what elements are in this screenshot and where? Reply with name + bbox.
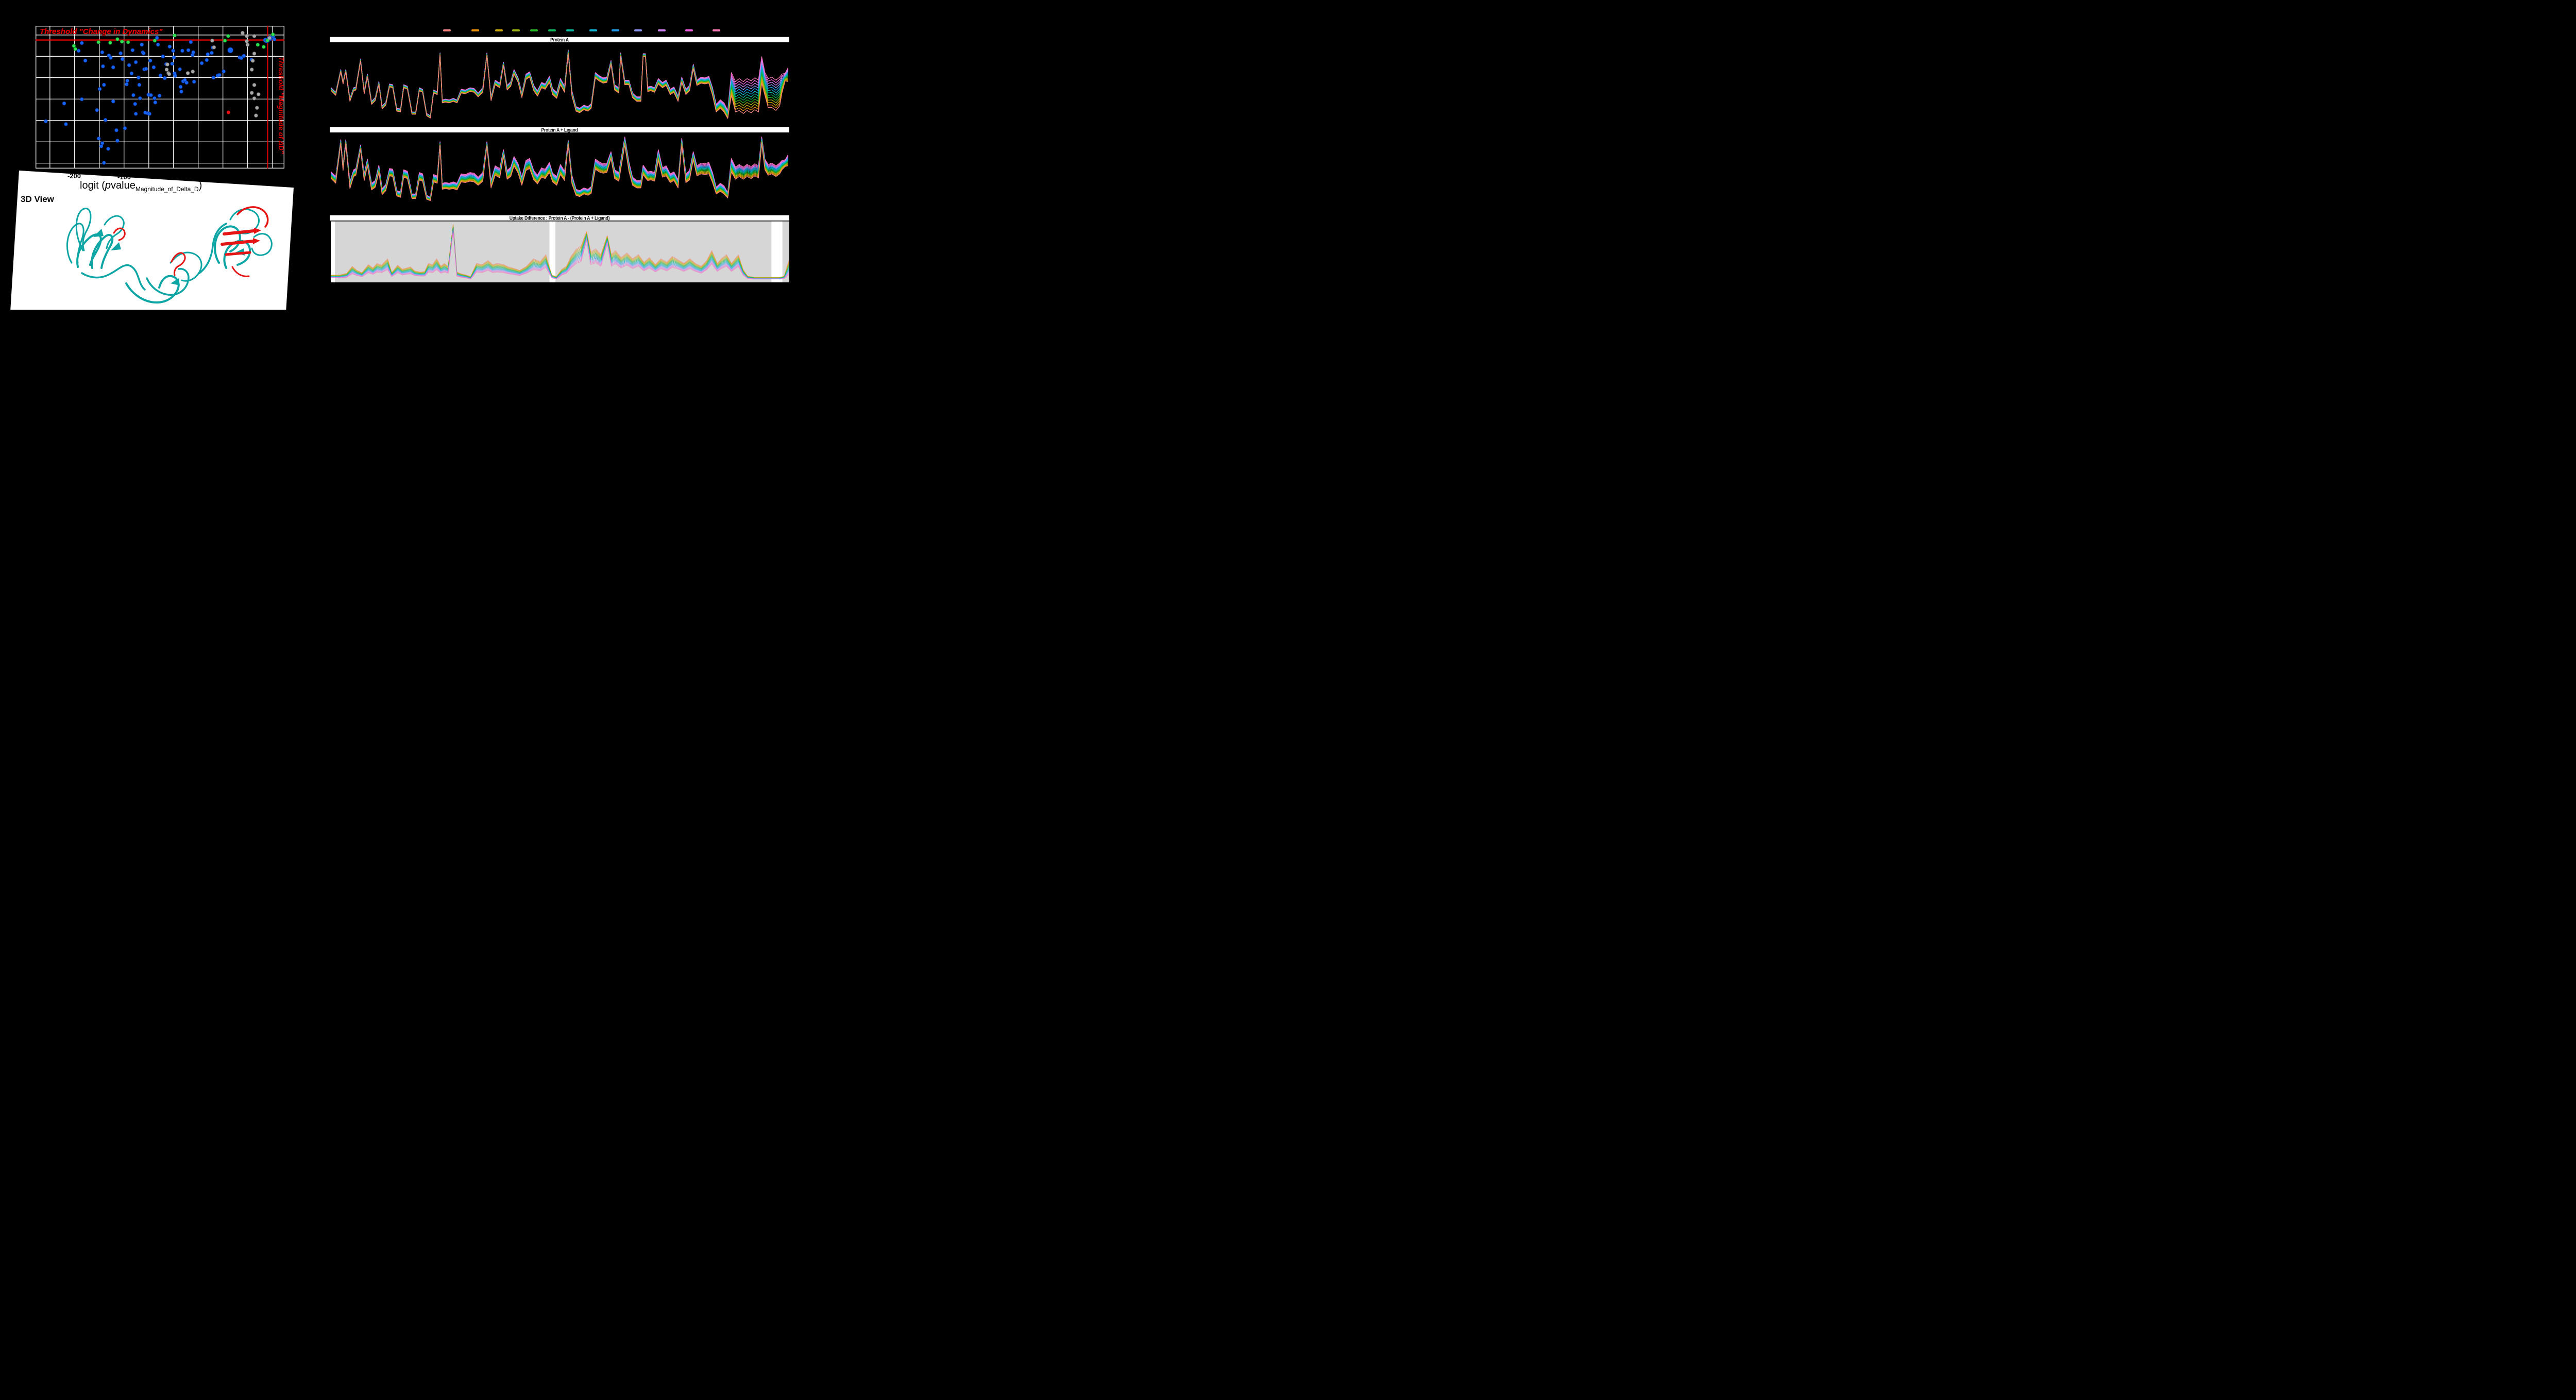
chart3-title: Uptake Difference : Protein A - (Protein… [509,215,610,221]
legend-swatch-timepoint-5[interactable] [530,29,538,31]
chart1-titlebar: Protein A [330,37,789,43]
legend-swatch-timepoint-2[interactable] [471,29,479,31]
chart2-title: Protein A + Ligand [541,127,578,133]
legend-swatch-timepoint-1[interactable] [443,29,451,31]
chart2-titlebar: Protein A + Ligand [330,127,789,133]
uptake-chart-protein-a[interactable] [330,42,789,127]
legend-swatch-timepoint-8[interactable] [589,29,597,31]
legend-swatch-timepoint-9[interactable] [612,29,619,31]
uptake-chart-protein-a-ligand[interactable] [330,132,789,214]
uptake-difference-chart[interactable] [331,221,789,282]
legend-swatch-timepoint-3[interactable] [495,29,503,31]
x-tick-minus200: -200 [67,172,81,180]
x-tick-minus100: -100 [117,173,131,181]
legend-swatch-timepoint-12[interactable] [685,29,693,31]
threshold-dynamics-label: Threshold "Change in Dynamics" [40,27,163,36]
protein-ribbon-structure[interactable] [49,201,291,310]
chart1-title: Protein A [550,37,569,43]
app-window: { "volcano": { "threshold_h_label": "Thr… [0,0,808,310]
legend-swatch-timepoint-13[interactable] [713,29,720,31]
threshold-magnitude-label: Threshold "Magnitude of ΔD" [277,57,285,154]
legend-swatch-timepoint-10[interactable] [634,29,642,31]
volcano-plot[interactable] [36,26,284,168]
legend-swatch-timepoint-6[interactable] [548,29,556,31]
x-axis-title: logit (pvalueMagnitude_of_Delta_D) [80,180,202,193]
legend-swatch-timepoint-4[interactable] [512,29,520,31]
legend-swatch-timepoint-11[interactable] [658,29,666,31]
3d-view-title: 3D View [21,194,54,204]
legend-swatch-timepoint-7[interactable] [566,29,574,31]
